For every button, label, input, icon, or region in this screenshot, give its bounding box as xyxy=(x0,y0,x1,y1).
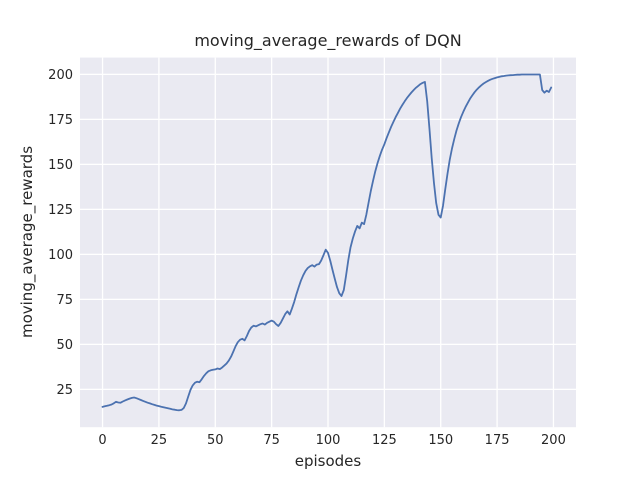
y-tick-label: 75 xyxy=(56,293,73,308)
y-tick-label: 100 xyxy=(48,248,73,263)
y-tick-label: 200 xyxy=(48,68,73,83)
y-tick-label: 150 xyxy=(48,158,73,173)
x-tick-label: 0 xyxy=(98,433,106,448)
x-tick-label: 200 xyxy=(541,433,566,448)
x-tick-label: 50 xyxy=(207,433,224,448)
x-tick-label: 100 xyxy=(316,433,341,448)
x-axis-label: episodes xyxy=(294,452,362,470)
series-line xyxy=(101,73,553,412)
x-tick-label: 75 xyxy=(263,433,280,448)
chart-title: moving_average_rewards of DQN xyxy=(194,31,462,50)
x-tick-label: 175 xyxy=(485,433,510,448)
y-axis-label: moving_average_rewards xyxy=(18,145,36,339)
x-tick-label: 150 xyxy=(428,433,453,448)
y-tick-label: 175 xyxy=(48,113,73,128)
y-tick-label: 25 xyxy=(56,383,73,398)
y-tick-label: 125 xyxy=(48,203,73,218)
x-tick-label: 125 xyxy=(372,433,397,448)
y-tick-label: 50 xyxy=(56,338,73,353)
x-tick-label: 25 xyxy=(151,433,168,448)
